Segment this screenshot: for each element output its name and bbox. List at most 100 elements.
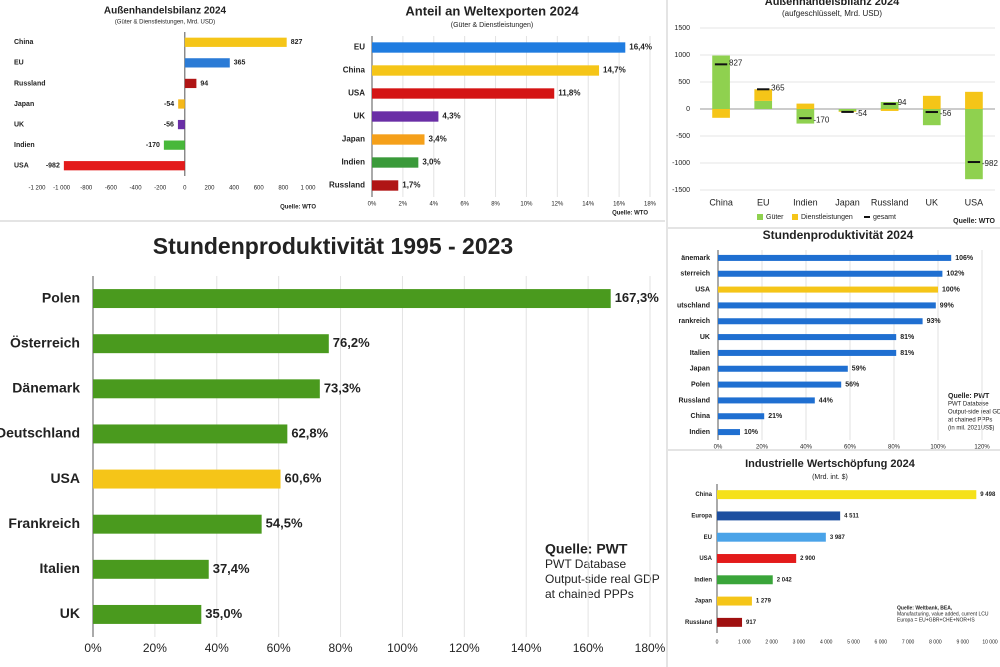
value-label: 3,4%: [429, 135, 447, 144]
category-label: Italien: [40, 560, 80, 576]
bar: [93, 379, 320, 399]
x-tick-label: 100%: [387, 641, 418, 655]
value-label: 99%: [940, 302, 955, 309]
x-tick-label: 100%: [930, 445, 946, 451]
x-tick-label: 10%: [520, 202, 533, 208]
bar: [372, 134, 425, 145]
x-tick-label: 6%: [460, 202, 469, 208]
value-label: 35,0%: [205, 606, 242, 621]
x-tick-label: 0%: [714, 445, 723, 451]
x-tick-label: -600: [105, 186, 118, 192]
category-label: Österreich: [10, 334, 80, 350]
x-tick-label: 8 000: [929, 639, 942, 645]
bar: [372, 42, 626, 53]
category-label: Japan: [14, 101, 34, 108]
bar: [372, 88, 555, 99]
bar: [93, 514, 262, 534]
value-label: -54: [855, 109, 867, 118]
value-label: 59%: [852, 366, 867, 373]
category-label: Russland: [329, 181, 365, 190]
x-tick-label: 7 000: [902, 639, 915, 645]
y-tick-label: 500: [678, 79, 690, 86]
bar: [178, 99, 185, 109]
source-note: Europa = EU+GBR+CHE+NOR+IS: [897, 617, 975, 623]
source-note: Quelle: WTO: [280, 205, 316, 211]
value-label: -56: [164, 121, 174, 128]
x-tick-label: 60%: [267, 641, 291, 655]
bar-segment: [880, 101, 899, 109]
y-tick-label: 0: [686, 106, 690, 113]
source-note: at chained PPPs: [948, 418, 992, 424]
category-label: Polen: [42, 289, 80, 305]
x-tick-label: 4 000: [820, 639, 833, 645]
bar: [184, 37, 287, 47]
bar: [718, 318, 923, 325]
value-label: 4,3%: [442, 112, 460, 121]
value-label: 167,3%: [615, 290, 660, 305]
bar: [718, 365, 848, 372]
value-label: -170: [146, 142, 160, 149]
value-label: -54: [164, 101, 174, 108]
source-note: Quelle: WTO: [612, 211, 648, 217]
bar: [718, 429, 740, 436]
category-label: sterreich: [680, 271, 710, 278]
value-label: -982: [46, 163, 60, 170]
x-tick-label: -200: [154, 186, 167, 192]
x-tick-label: 6 000: [875, 639, 888, 645]
x-tick-label: 18%: [644, 202, 657, 208]
bar: [372, 157, 419, 168]
legend-label: gesamt: [873, 214, 896, 221]
category-label: Japan: [342, 135, 365, 144]
value-label: 37,4%: [213, 561, 250, 576]
category-label: UK: [700, 334, 710, 341]
category-label: Japan: [695, 599, 713, 605]
legend-swatch: [792, 214, 798, 220]
category-label: EU: [14, 60, 24, 67]
bar: [93, 289, 611, 309]
bar: [93, 424, 288, 444]
x-tick-label: 20%: [143, 641, 167, 655]
category-label: USA: [965, 197, 984, 207]
category-label: rankreich: [678, 318, 710, 325]
x-tick-label: 180%: [635, 641, 666, 655]
value-label: 44%: [819, 397, 834, 404]
category-label: Japan: [690, 366, 710, 373]
bar: [718, 270, 943, 277]
x-tick-label: 0: [716, 639, 719, 645]
y-tick-label: 1000: [674, 52, 690, 59]
value-label: -170: [813, 115, 830, 124]
chart-subtitle: (Güter & Dienstleistungen): [451, 22, 533, 29]
x-tick-label: 5 000: [847, 639, 860, 645]
x-tick-label: 1 000: [300, 186, 316, 192]
bar-segment: [965, 109, 983, 180]
bar-segment: [922, 95, 941, 109]
source-note: PWT Database: [545, 557, 626, 571]
bar: [717, 511, 841, 521]
bar: [717, 490, 977, 500]
value-label: 1 279: [756, 599, 772, 605]
value-label: 54,5%: [266, 516, 303, 531]
bar: [184, 58, 230, 68]
category-label: änemark: [681, 255, 710, 262]
value-label: 21%: [768, 413, 783, 420]
bar: [718, 397, 815, 404]
category-label: UK: [353, 112, 365, 121]
x-tick-label: 14%: [582, 202, 595, 208]
bar-segment: [712, 109, 730, 118]
x-tick-label: 16%: [613, 202, 626, 208]
bar-segment: [796, 103, 815, 109]
x-tick-label: 80%: [329, 641, 353, 655]
category-label: Europa: [691, 514, 712, 520]
category-label: Dänemark: [12, 380, 80, 396]
bar: [717, 575, 773, 585]
bar-segment: [922, 109, 941, 126]
source-note: PWT Database: [948, 402, 989, 408]
value-label: 76,2%: [333, 335, 370, 350]
chart-title: Außenhandelsbilanz 2024: [765, 0, 900, 8]
x-tick-label: 600: [254, 186, 265, 192]
bar: [93, 604, 202, 624]
value-label: 56%: [845, 381, 860, 388]
bar: [718, 334, 897, 341]
x-tick-label: 160%: [573, 641, 604, 655]
bar-segment: [754, 89, 773, 101]
